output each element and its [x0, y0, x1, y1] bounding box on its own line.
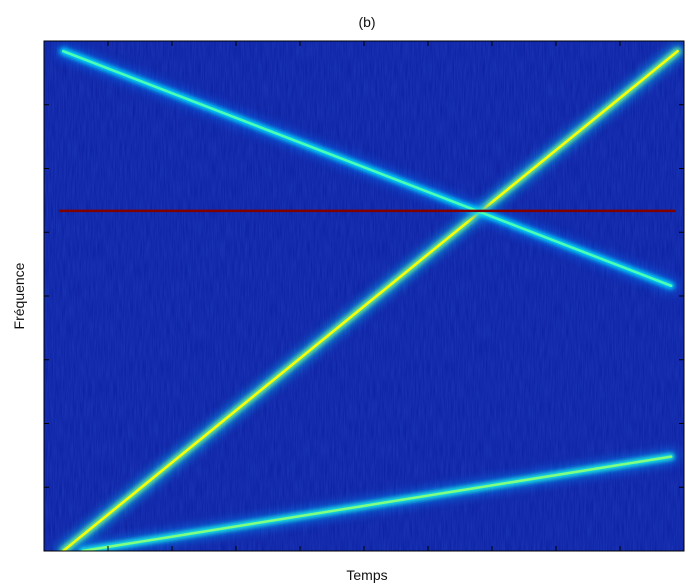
- chirp-slow-rising-layer-2: [81, 455, 673, 551]
- chart-title: (b): [358, 14, 375, 30]
- ridge-chirp-slow-rising: [75, 449, 679, 551]
- ridge-chirp-falling: [56, 44, 679, 293]
- chirp-rising-layer-2: [61, 49, 679, 551]
- plot-area: [43, 40, 685, 552]
- y-axis-label: Fréquence: [11, 262, 27, 329]
- chirp-falling-layer-2: [61, 49, 673, 288]
- x-axis-label: Temps: [346, 567, 387, 583]
- ridge-chirp-rising: [56, 44, 684, 551]
